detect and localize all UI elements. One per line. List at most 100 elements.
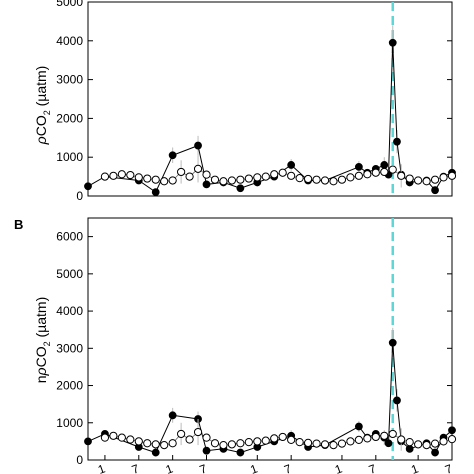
x-tick-label: 1 <box>164 461 175 474</box>
panel-b-open-series-point <box>439 437 448 446</box>
panel-b-y-tick-label: 4000 <box>56 304 83 318</box>
panel-a-y-axis-title: ρCO2 (µatm) <box>33 66 52 146</box>
panel-b-open-series-point <box>126 435 135 444</box>
panel-b-open-series-point <box>414 440 423 449</box>
panel-a-y-title-sub: 2 <box>42 110 52 115</box>
panel-b-open-series-point <box>109 431 118 440</box>
panel-a-open-series-point <box>168 176 177 185</box>
panel-a-open-series-point <box>253 173 262 182</box>
panel-a-filled-series-point <box>431 186 439 195</box>
panel-b-label: B <box>14 217 23 232</box>
panel-b-open-series-point <box>151 440 160 449</box>
panel-b-open-series-point <box>100 433 110 442</box>
panel-a-open-series-point <box>160 177 169 186</box>
panel-b-y-tick-label: 5000 <box>56 267 83 281</box>
panel-a-open-series-point <box>295 174 304 183</box>
panel-a-open-series-point <box>177 167 186 177</box>
panel-b-open-series-point <box>219 441 228 450</box>
panel-b-y-title-sub: 2 <box>42 341 52 346</box>
panel-a-open-series-point <box>422 177 431 186</box>
panel-a-open-series-point <box>134 173 143 182</box>
panel-a-open-series-point <box>397 171 406 180</box>
panel-a-open-series-point <box>346 173 355 182</box>
panel-a-plot-frame <box>87 1 453 197</box>
panel-a-y-title-unit: (µatm) <box>33 66 49 111</box>
panel-a-open-series-point <box>236 175 245 184</box>
panel-b: B nρCO2 (µatm) 0 1000 2000 3000 4000 5000 6000… <box>14 217 457 474</box>
panel-b-open-series-point <box>329 441 338 450</box>
panel-b-filled-series-point <box>202 446 211 455</box>
panel-a-open-series-point <box>117 170 126 179</box>
panel-a-filled-series-point <box>287 161 296 169</box>
panel-a-open-series-point <box>210 175 220 184</box>
panel-a-open-series-point <box>193 164 203 173</box>
panel-b-open-series-point <box>244 438 253 447</box>
panel-a-y-tick-label: 5000 <box>56 0 83 9</box>
panel-a-open-series-point <box>287 171 296 180</box>
panel-a-open-series-point <box>100 172 110 181</box>
panel-a-filled-series-point <box>393 137 401 146</box>
panel-a-open-series-point <box>329 177 338 186</box>
panel-a-filled-series-point <box>354 163 363 171</box>
panel-b-open-series-point <box>447 435 457 444</box>
panel-b-y-tick-label: 2000 <box>56 379 83 393</box>
panel-a-filled-series-point <box>151 188 160 197</box>
panel-a-open-series-point <box>270 170 279 179</box>
panel-b-open-series-point <box>312 439 321 448</box>
panel-b-filled-series-point <box>151 448 160 457</box>
panel-b-open-series-point <box>337 439 347 448</box>
panel-b-y-title-prefix: n <box>33 375 49 383</box>
x-tick-label: 1 <box>409 461 420 474</box>
panel-a-y-tick-label: 1000 <box>56 150 83 164</box>
panel-b-open-series-point <box>261 436 270 445</box>
panel-a-open-series-point <box>109 171 118 180</box>
panel-b-open-series-point <box>430 439 440 448</box>
panel-b-open-series-point <box>177 429 186 439</box>
panel-b-open-series-point <box>278 432 287 442</box>
panel-a-y-title-italic: ρ <box>33 136 49 145</box>
panel-b-y-tick-label: 3000 <box>56 341 83 355</box>
panel-a-filled-series-point <box>84 182 92 191</box>
panel-a-y-tick-label: 3000 <box>56 73 83 87</box>
panel-b-filled-series-point <box>236 448 245 457</box>
panel-b-open-series-point <box>295 438 304 447</box>
panel-b-filled-series-point <box>448 426 456 435</box>
panel-b-open-series-point <box>270 434 279 443</box>
panel-b-open-series-point <box>388 429 397 439</box>
panel-a-open-series-point <box>151 175 160 184</box>
panel-b-open-series-point <box>227 440 237 449</box>
x-tick-label: 7 <box>198 461 209 474</box>
panel-b-filled-series-point <box>388 338 397 347</box>
panel-b-open-series-point <box>303 438 313 447</box>
panel-a-open-series-point <box>388 165 397 174</box>
panel-b-open-series-point <box>380 431 389 440</box>
panel-a-filled-series-line <box>87 42 453 193</box>
panel-b-y-title-unit: (µatm) <box>33 297 49 342</box>
x-tick-label: 7 <box>282 461 293 474</box>
panel-a-open-series-point <box>278 168 287 177</box>
panel-a-filled-series-point <box>202 180 211 189</box>
panel-b-open-series-point <box>236 439 245 448</box>
panel-b-open-series-point <box>160 441 169 450</box>
panel-a-open-series-point <box>447 171 457 180</box>
panel-a: ρCO2 (µatm) 0 1000 2000 3000 4000 5000 <box>33 0 457 203</box>
panel-b-y-tick-label: 1000 <box>56 416 83 430</box>
panel-b-open-series-point <box>320 440 330 449</box>
panel-a-open-series-point <box>337 175 347 184</box>
panel-b-open-series-point <box>185 435 194 444</box>
panel-a-y-tick-label: 4000 <box>56 34 83 48</box>
x-tick-label: 1 <box>333 461 344 474</box>
panel-b-y-axis-title: nρCO2 (µatm) <box>33 297 52 383</box>
panel-b-open-series-point <box>202 433 211 442</box>
panel-b-filled-series-point <box>168 411 177 420</box>
panel-b-open-series-point <box>117 433 126 442</box>
panel-a-filled-series-point <box>380 161 389 169</box>
x-tick-label: 7 <box>367 461 378 474</box>
panel-b-open-series-point <box>134 437 143 446</box>
panel-b-open-series-point <box>422 441 431 450</box>
panel-b-y-title-italic: ρ <box>33 367 49 376</box>
panel-b-y-title-main: CO <box>33 346 49 367</box>
panel-b-open-series-point <box>363 434 372 443</box>
panel-a-y-tick-label: 2000 <box>56 111 83 125</box>
